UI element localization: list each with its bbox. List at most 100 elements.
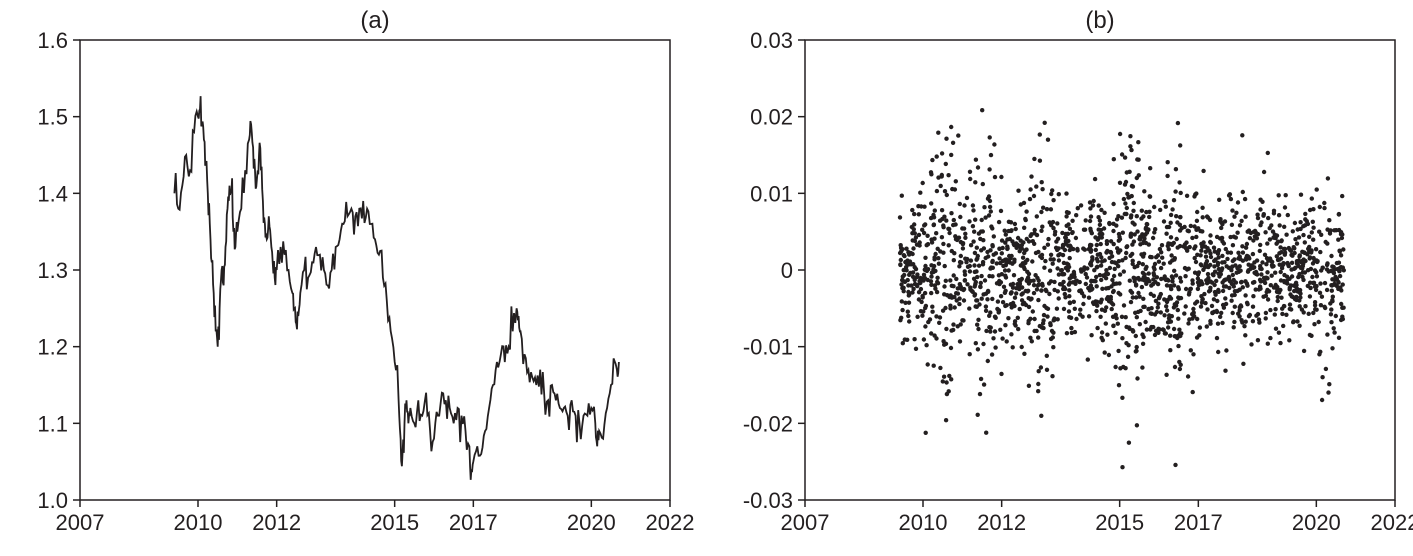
scatter-point [1265,256,1269,260]
scatter-point [1276,295,1280,299]
scatter-point [1183,274,1187,278]
scatter-point [1056,289,1060,293]
scatter-point [982,382,986,386]
scatter-point [1251,305,1255,309]
scatter-point [1297,254,1301,258]
scatter-point [1281,261,1285,265]
scatter-point [1303,304,1307,308]
scatter-point [1322,206,1326,210]
scatter-point [993,315,997,319]
scatter-point [1082,294,1086,298]
scatter-point [1042,246,1046,250]
scatter-point [1298,295,1302,299]
panel-b-plot-area [898,108,1346,469]
scatter-point [1104,321,1108,325]
x-tick-label: 2022 [1371,510,1413,535]
scatter-point [942,284,946,288]
scatter-point [933,208,937,212]
scatter-point [1051,345,1055,349]
scatter-point [1157,260,1161,264]
scatter-point [1178,215,1182,219]
scatter-point [1102,211,1106,215]
scatter-point [1291,295,1295,299]
scatter-point [1194,260,1198,264]
scatter-point [1221,289,1225,293]
scatter-point [1099,255,1103,259]
scatter-point [1090,231,1094,235]
scatter-point [1047,292,1051,296]
scatter-point [1107,353,1111,357]
scatter-point [977,264,981,268]
scatter-point [930,158,934,162]
scatter-point [1127,441,1131,445]
scatter-point [1330,346,1334,350]
scatter-point [1296,275,1300,279]
scatter-point [1275,233,1279,237]
scatter-point [988,266,992,270]
scatter-point [1115,217,1119,221]
scatter-point [978,285,982,289]
scatter-point [1199,304,1203,308]
scatter-point [1325,261,1329,265]
scatter-point [940,235,944,239]
scatter-point [1000,238,1004,242]
scatter-point [1176,344,1180,348]
scatter-point [1030,339,1034,343]
scatter-point [979,274,983,278]
scatter-point [1224,247,1228,251]
scatter-point [926,362,930,366]
scatter-point [1003,289,1007,293]
scatter-point [1117,232,1121,236]
scatter-point [1219,311,1223,315]
scatter-point [1113,365,1117,369]
scatter-point [1018,307,1022,311]
scatter-point [1045,207,1049,211]
scatter-point [941,309,945,313]
scatter-point [1003,229,1007,233]
scatter-point [1159,250,1163,254]
scatter-point [1151,271,1155,275]
scatter-point [1210,304,1214,308]
scatter-point [1032,157,1036,161]
scatter-point [1325,241,1329,245]
scatter-point [1011,286,1015,290]
scatter-point [1078,312,1082,316]
scatter-point [1014,246,1018,250]
scatter-point [1098,223,1102,227]
scatter-point [1165,308,1169,312]
scatter-point [900,299,904,303]
scatter-point [956,324,960,328]
scatter-point [1174,167,1178,171]
scatter-point [1337,261,1341,265]
scatter-point [981,182,985,186]
scatter-point [1011,345,1015,349]
scatter-point [1114,281,1118,285]
scatter-point [1262,276,1266,280]
scatter-point [1038,132,1042,136]
scatter-point [1022,265,1026,269]
scatter-point [1160,243,1164,247]
scatter-point [1098,315,1102,319]
scatter-point [1139,252,1143,256]
scatter-point [963,236,967,240]
scatter-point [1046,138,1050,142]
scatter-point [1003,323,1007,327]
scatter-point [1070,231,1074,235]
scatter-point [1232,325,1236,329]
scatter-point [992,234,996,238]
scatter-point [1289,283,1293,287]
scatter-point [1014,291,1018,295]
scatter-point [1135,423,1139,427]
scatter-point [936,131,940,135]
scatter-point [1144,265,1148,269]
scatter-point [929,274,933,278]
scatter-point [1143,320,1147,324]
scatter-point [1297,235,1301,239]
scatter-point [968,287,972,291]
scatter-point [1205,246,1209,250]
scatter-point [1330,289,1334,293]
scatter-point [1212,283,1216,287]
scatter-point [948,278,952,282]
scatter-point [1153,333,1157,337]
scatter-point [971,239,975,243]
